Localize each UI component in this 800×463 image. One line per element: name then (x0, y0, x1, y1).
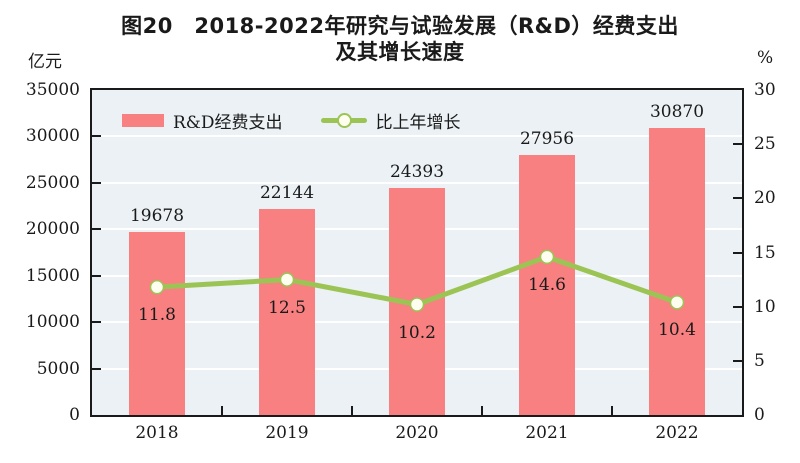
x-axis-label-2021: 2021 (525, 423, 569, 443)
x-axis-label-2022: 2022 (655, 423, 699, 443)
right-axis-unit-label: % (757, 48, 774, 68)
left-axis-tick (92, 367, 101, 370)
chart-title: 图20 2018-2022年研究与试验发展（R&D）经费支出 及其增长速度 (0, 13, 800, 65)
growth-marker-2022 (669, 295, 685, 310)
chart-title-line1: 图20 2018-2022年研究与试验发展（R&D）经费支出 (121, 14, 679, 38)
gridline (92, 181, 742, 184)
growth-value-label-2021: 14.6 (528, 274, 566, 295)
legend-bar-swatch (122, 114, 164, 127)
bar-value-label-2019: 22144 (259, 183, 315, 204)
left-axis-tick-label: 0 (69, 405, 80, 425)
left-axis-tick-label: 5000 (36, 358, 80, 379)
growth-value-label-2018: 11.8 (138, 305, 176, 326)
x-axis-label-2020: 2020 (395, 423, 439, 443)
legend-line-label: 比上年增长 (375, 113, 461, 133)
bar-2018 (129, 232, 185, 415)
right-axis-tick-label: 10 (754, 296, 776, 317)
legend-bar-label: R&D经费支出 (173, 113, 283, 133)
right-axis-tick-label: 30 (754, 80, 776, 100)
growth-marker-2020 (409, 297, 425, 312)
legend-line-marker-icon (336, 113, 352, 128)
x-axis-tick (351, 406, 353, 415)
left-axis-tick-label: 30000 (25, 126, 80, 147)
gridline (92, 135, 742, 138)
left-axis-unit-label: 亿元 (28, 52, 62, 72)
bar-2022 (649, 128, 705, 415)
left-axis-tick (92, 135, 101, 138)
right-axis-tick-label: 15 (754, 242, 776, 263)
bar-value-label-2018: 19678 (129, 206, 185, 227)
left-axis-tick-label: 20000 (25, 219, 80, 240)
bar-2019 (259, 209, 315, 415)
right-axis-tick-label: 25 (754, 134, 776, 155)
x-axis-tick (481, 406, 483, 415)
right-axis-tick (733, 251, 742, 254)
left-axis-tick-label: 10000 (25, 312, 80, 333)
x-axis-label-2018: 2018 (135, 423, 179, 443)
left-axis-tick (92, 274, 101, 277)
growth-line-series (149, 249, 685, 312)
growth-marker-2018 (149, 279, 165, 295)
left-axis-tick (92, 181, 101, 184)
right-axis-tick (733, 305, 742, 308)
x-axis-tick (221, 406, 223, 415)
x-axis-tick (611, 406, 613, 415)
left-axis-tick-label: 15000 (25, 265, 80, 286)
left-axis-tick (92, 228, 101, 231)
legend-line-swatch (320, 113, 367, 128)
right-axis-tick-label: 20 (754, 188, 776, 209)
legend: R&D经费支出 比上年增长 (122, 108, 461, 133)
left-axis-tick-label: 25000 (25, 172, 80, 193)
right-axis-tick (733, 359, 742, 362)
growth-value-label-2019: 12.5 (268, 297, 306, 318)
growth-marker-2019 (279, 272, 295, 287)
growth-value-label-2020: 10.2 (398, 322, 436, 343)
growth-marker-2021 (539, 249, 555, 265)
bar-2021 (519, 155, 575, 415)
bar-value-label-2020: 24393 (389, 162, 445, 183)
right-axis-tick-label: 0 (754, 405, 765, 425)
right-axis-tick (733, 197, 742, 200)
x-axis-label-2019: 2019 (265, 423, 309, 443)
left-axis-tick-label: 35000 (25, 80, 80, 100)
bar-value-label-2021: 27956 (519, 129, 575, 150)
right-axis-tick-label: 5 (754, 350, 765, 371)
left-axis-tick (92, 321, 101, 324)
plot-area: R&D经费支出 比上年增长 19678 22144 24393 27956 30870 1… (26, 80, 776, 443)
bar-value-label-2022: 30870 (649, 102, 705, 123)
chart-title-line2: 及其增长速度 (335, 40, 465, 64)
right-axis-tick (733, 143, 742, 146)
growth-value-label-2022: 10.4 (658, 320, 696, 341)
